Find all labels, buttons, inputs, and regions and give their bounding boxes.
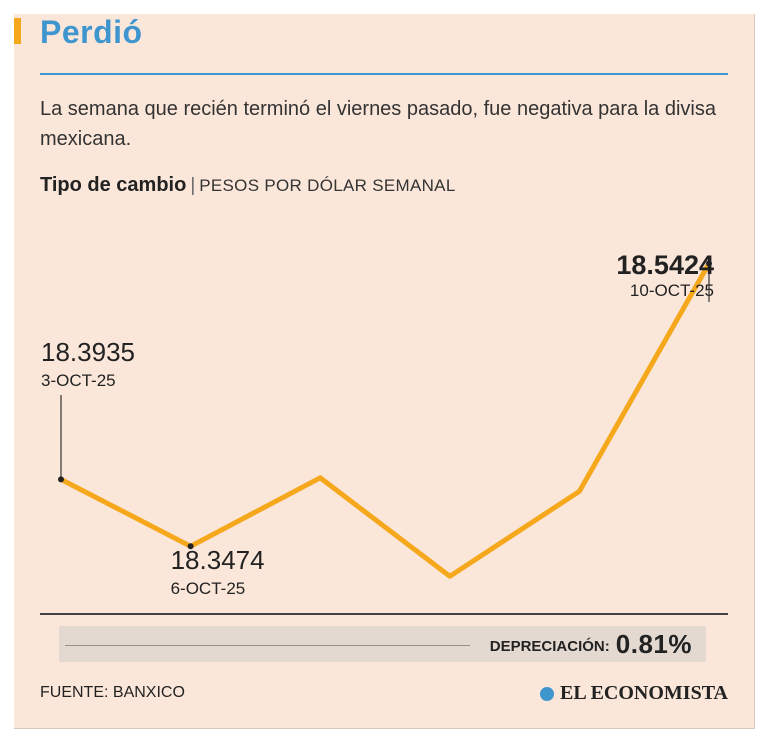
- brand-logo: EL ECONOMISTA: [540, 682, 728, 705]
- annotation-date-0: 3-OCT-25: [41, 371, 116, 390]
- chart-heading: Tipo de cambio | PESOS POR DÓLAR SEMANAL: [40, 174, 456, 197]
- annotation-date-1: 6-OCT-25: [171, 579, 246, 598]
- brand-icon: [540, 686, 554, 701]
- chart-title: Tipo de cambio: [40, 174, 187, 196]
- heading-separator: |: [190, 175, 196, 196]
- depreciation-text: DEPRECIACIÓN: 0.81%: [446, 626, 706, 662]
- title-divider: [40, 73, 728, 75]
- series-line: [58, 261, 712, 579]
- annotation-value-0: 18.3935: [41, 337, 135, 367]
- chart-subtitle: PESOS POR DÓLAR SEMANAL: [199, 176, 456, 195]
- depreciation-value: 0.81%: [615, 629, 692, 659]
- description: La semana que recién terminó el viernes …: [40, 98, 716, 150]
- annotation-date-2: 10-OCT-25: [630, 281, 714, 300]
- brand-name: EL ECONOMISTA: [560, 682, 728, 704]
- source-note: FUENTE: BANXICO: [40, 684, 185, 701]
- depreciation-leader-line: [65, 645, 470, 646]
- annotation-value-1: 18.3474: [171, 545, 265, 575]
- depreciation-label: DEPRECIACIÓN:: [489, 638, 610, 655]
- accent-bar: [14, 18, 21, 44]
- data-point-5: [706, 260, 712, 267]
- bottom-divider: [40, 613, 728, 615]
- data-point-1: [187, 543, 194, 550]
- annotation-value-2: 18.5424: [616, 250, 714, 280]
- data-point-0: [58, 476, 64, 483]
- depreciation-box: DEPRECIACIÓN: 0.81%: [59, 626, 706, 662]
- page-title: Perdió: [40, 14, 143, 50]
- infographic-card: [14, 14, 755, 729]
